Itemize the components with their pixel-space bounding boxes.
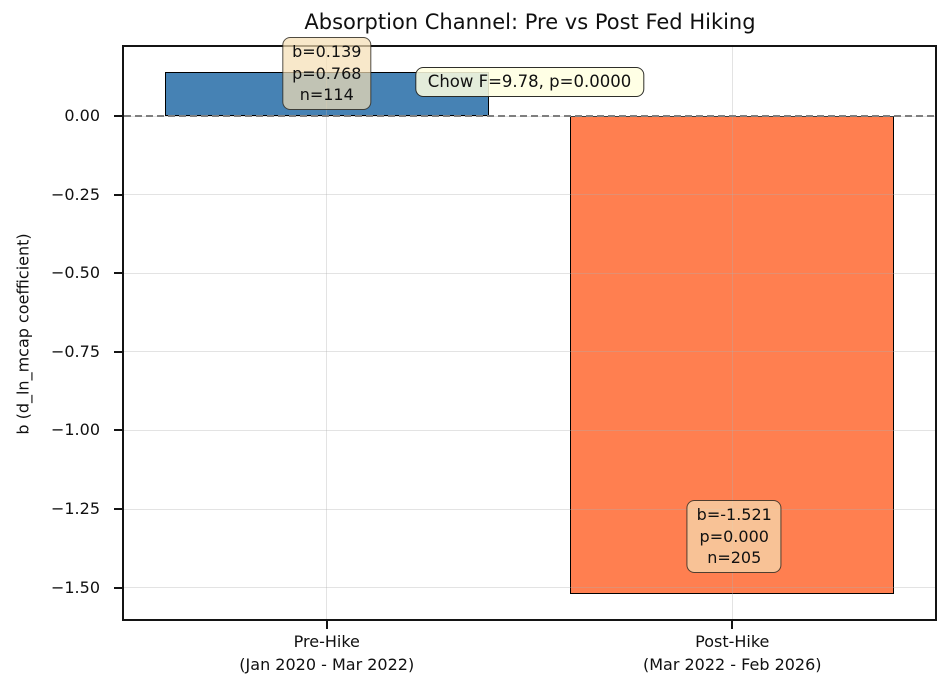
stats-b-value: b=-1.521	[696, 505, 772, 524]
stats-n-value: n=205	[707, 548, 762, 567]
y-tick-mark	[114, 429, 122, 432]
vertical-gridline	[731, 47, 733, 619]
horizontal-gridline	[124, 272, 935, 274]
y-tick-label: −1.25	[50, 499, 100, 518]
stats-b-value: b=0.139	[292, 42, 362, 61]
chart-title: Absorption Channel: Pre vs Post Fed Hiki…	[304, 10, 756, 34]
stats-p-value: p=0.000	[699, 526, 769, 546]
stats-n-value: n=114	[299, 85, 354, 104]
stats-annotation-pre-hike: b=0.139 p=0.768 n=114	[282, 37, 372, 110]
y-tick-label: −0.75	[50, 341, 100, 361]
y-tick-mark	[114, 508, 122, 510]
y-tick-label: −0.50	[50, 263, 100, 283]
category-name: Pre-Hike	[293, 632, 360, 651]
stats-annotation-post-hike: b=-1.521 p=0.000 n=205	[686, 500, 782, 573]
y-tick-mark	[114, 586, 122, 589]
y-tick-label: −0.25	[50, 184, 100, 204]
horizontal-gridline	[124, 429, 935, 431]
horizontal-gridline	[124, 194, 935, 196]
horizontal-gridline	[124, 351, 935, 353]
y-tick-label: −1.00	[50, 420, 100, 440]
category-period: (Jan 2020 - Mar 2022)	[239, 655, 415, 674]
plot-area	[122, 45, 937, 621]
y-tick-mark	[114, 350, 122, 353]
y-tick-mark	[114, 193, 122, 196]
category-name: Post-Hike	[695, 632, 770, 651]
zero-dashed-line	[124, 115, 935, 118]
x-tick-label-post-hike: Post-Hike (Mar 2022 - Feb 2026)	[643, 630, 822, 676]
category-period: (Mar 2022 - Feb 2026)	[642, 655, 822, 674]
horizontal-gridline	[124, 508, 935, 510]
y-tick-label: 0.00	[64, 106, 100, 126]
y-tick-label: −1.50	[50, 577, 100, 597]
x-tick-mark	[325, 621, 328, 629]
horizontal-gridline	[124, 587, 935, 589]
y-tick-mark	[114, 115, 122, 118]
y-axis-label-container: b (d_ln_mcap coefficient)	[13, 226, 33, 441]
chow-test-annotation: Chow F=9.78, p=0.0000	[414, 67, 645, 97]
vertical-gridline	[326, 47, 328, 619]
x-tick-mark	[731, 621, 734, 629]
stats-p-value: p=0.768	[292, 63, 362, 83]
y-tick-mark	[114, 272, 122, 275]
x-tick-label-pre-hike: Pre-Hike (Jan 2020 - Mar 2022)	[239, 630, 414, 676]
